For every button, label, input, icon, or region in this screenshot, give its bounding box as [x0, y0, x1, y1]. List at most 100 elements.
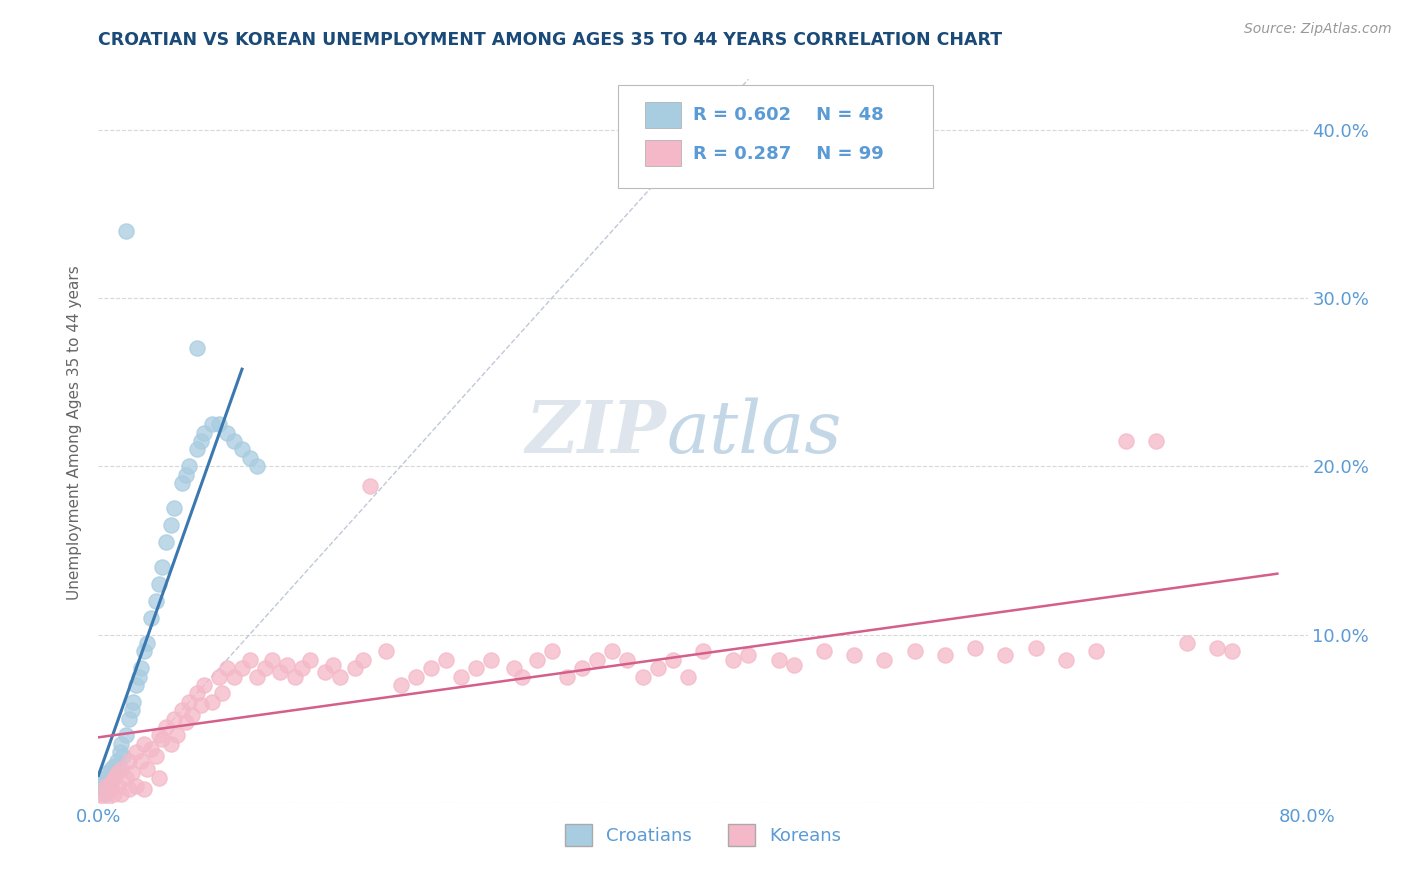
Point — [465, 661, 488, 675]
Point — [647, 661, 669, 675]
Point — [103, 758, 125, 772]
Point — [132, 782, 155, 797]
Point — [174, 714, 197, 729]
Legend: Croatians, Koreans: Croatians, Koreans — [557, 816, 849, 853]
Point — [329, 670, 352, 684]
Point — [132, 644, 155, 658]
Point — [135, 636, 157, 650]
Point — [150, 560, 173, 574]
Text: atlas: atlas — [666, 397, 842, 468]
Point — [150, 731, 173, 746]
Point — [100, 782, 122, 797]
Text: Source: ZipAtlas.com: Source: ZipAtlas.com — [1244, 22, 1392, 37]
Point — [190, 434, 212, 448]
Point — [125, 745, 148, 759]
Point — [262, 653, 284, 667]
Point — [692, 644, 714, 658]
Point — [420, 661, 443, 675]
Point — [965, 640, 987, 655]
Point — [91, 775, 114, 789]
Point — [98, 782, 121, 797]
Point — [163, 712, 186, 726]
Point — [284, 670, 307, 684]
Text: ZIP: ZIP — [526, 397, 666, 468]
Point — [783, 657, 806, 672]
Point — [193, 425, 215, 440]
Point — [110, 737, 132, 751]
Point — [100, 762, 122, 776]
FancyBboxPatch shape — [645, 140, 682, 166]
Point — [231, 442, 253, 457]
Point — [231, 661, 253, 675]
Point — [105, 754, 128, 768]
Point — [737, 648, 759, 662]
Point — [1115, 434, 1137, 448]
Point — [110, 762, 132, 776]
Point — [661, 653, 683, 667]
Point — [91, 788, 114, 802]
Point — [1175, 636, 1198, 650]
Point — [844, 648, 866, 662]
Point — [994, 648, 1017, 662]
Point — [107, 758, 129, 772]
Point — [246, 670, 269, 684]
Point — [934, 648, 956, 662]
Point — [166, 729, 188, 743]
Point — [101, 771, 124, 785]
Point — [114, 729, 136, 743]
Point — [114, 224, 136, 238]
Point — [122, 695, 145, 709]
Point — [1085, 644, 1108, 658]
Point — [374, 644, 396, 658]
Point — [135, 762, 157, 776]
Point — [114, 771, 136, 785]
Point — [299, 653, 322, 667]
Point — [360, 479, 382, 493]
Point — [148, 577, 170, 591]
Point — [434, 653, 457, 667]
Point — [450, 670, 472, 684]
Point — [352, 653, 374, 667]
Point — [246, 459, 269, 474]
Point — [107, 779, 129, 793]
Point — [904, 644, 927, 658]
Text: R = 0.602    N = 48: R = 0.602 N = 48 — [693, 106, 884, 124]
Point — [1206, 640, 1229, 655]
Point — [160, 737, 183, 751]
Point — [121, 703, 143, 717]
Point — [239, 450, 262, 465]
Point — [616, 653, 638, 667]
Point — [208, 670, 231, 684]
Point — [141, 742, 163, 756]
Point — [148, 729, 170, 743]
Point — [155, 535, 177, 549]
Point — [186, 342, 208, 356]
Point — [129, 754, 152, 768]
Point — [170, 703, 193, 717]
Point — [344, 661, 367, 675]
Point — [571, 661, 593, 675]
Point — [813, 644, 835, 658]
Point — [90, 779, 112, 793]
Point — [94, 779, 117, 793]
Point — [125, 678, 148, 692]
Point — [276, 657, 298, 672]
Point — [481, 653, 503, 667]
Point — [179, 695, 201, 709]
Point — [170, 476, 193, 491]
Point — [586, 653, 609, 667]
Point — [145, 748, 167, 763]
Point — [155, 720, 177, 734]
Point — [129, 661, 152, 675]
Point — [1054, 653, 1077, 667]
Point — [526, 653, 548, 667]
Point — [160, 518, 183, 533]
Point — [215, 661, 238, 675]
Point — [118, 782, 141, 797]
Point — [96, 765, 118, 780]
Point — [181, 708, 204, 723]
Point — [503, 661, 526, 675]
Point — [103, 788, 125, 802]
Point — [1220, 644, 1243, 658]
Point — [768, 653, 790, 667]
